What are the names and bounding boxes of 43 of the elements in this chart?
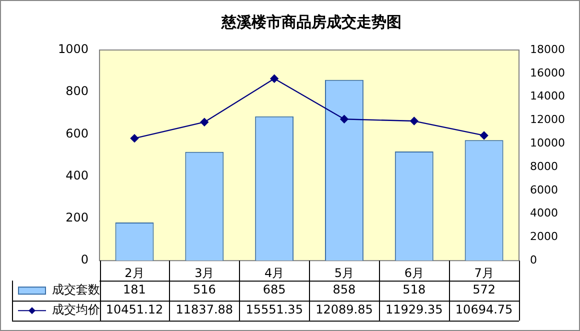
point [270,74,278,83]
data-label: 858 [332,282,356,297]
y2-tick-label: 18000 [530,42,566,56]
data-label: 10694.75 [455,302,513,317]
y-tick-label: 0 [80,252,89,267]
legend-label: 成交均价 [52,302,100,317]
data-label: 15551.35 [246,302,303,317]
x-tick-label: 2月 [124,266,144,280]
y2-tick-label: 6000 [530,183,558,196]
x-tick-label: 6月 [404,266,424,280]
data-label: 685 [262,282,286,297]
y-tick-label: 200 [66,210,89,225]
y2-tick-label: 12000 [530,113,566,126]
point [200,118,209,126]
data-label: 11929.35 [386,302,443,317]
y2-tick-label: 14000 [530,90,566,103]
y2-tick-label: 16000 [530,66,566,80]
data-label: 181 [123,282,146,297]
data-label: 572 [472,282,496,297]
point [480,131,488,140]
data-label: 516 [192,282,216,297]
y2-tick-label: 4000 [530,206,558,220]
y-tick-label: 600 [66,126,89,140]
y-tick-label: 1000 [58,42,89,56]
y2-tick-label: 0 [530,253,538,266]
chart-title: 慈溪楼市商品房成交走势图 [220,12,402,31]
data-label: 11837.88 [176,302,234,317]
y-tick-label: 800 [66,84,89,98]
data-label: 518 [402,282,426,297]
point [130,134,139,142]
y2-tick-label: 10000 [530,136,566,150]
data-label: 10451.12 [106,302,164,317]
y-tick-label: 400 [66,168,89,182]
x-tick-label: 4月 [264,266,284,280]
x-tick-label: 5月 [334,266,354,280]
x-tick-label: 3月 [194,266,214,280]
point [340,115,348,124]
x-tick-label: 7月 [474,266,494,280]
y2-tick-label: 8000 [530,160,558,173]
point [410,116,418,126]
legend-label: 成交套数 [52,282,100,297]
data-label: 12089.85 [316,302,373,317]
y2-tick-label: 2000 [530,230,558,244]
